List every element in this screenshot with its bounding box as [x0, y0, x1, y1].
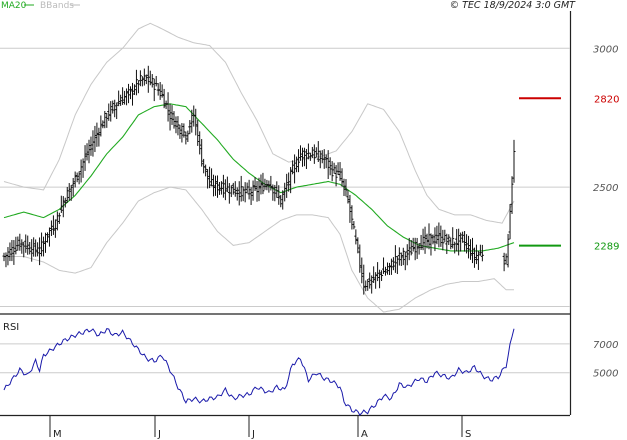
rsi-tick-label: 5000 [593, 369, 618, 380]
level-label: 2820 [594, 94, 619, 105]
price-tick-label: 3000 [593, 44, 618, 55]
month-label: A [361, 429, 368, 440]
rsi-label: RSI [3, 322, 19, 333]
price-axis: 3000 2500 7000 5000 [593, 44, 618, 379]
rsi-grid [0, 343, 570, 374]
copyright-text: © TEC 18/9/2024 3:0 GMT [450, 0, 577, 11]
price-levels: 2820 2289 [519, 94, 619, 253]
bollinger-bands [3, 22, 515, 313]
ohlc-bars [2, 65, 516, 295]
legend: MA20 BBands [1, 1, 80, 11]
month-label: J [157, 429, 161, 440]
legend-ma20-label: MA20 [1, 1, 27, 11]
rsi-tick-label: 7000 [593, 340, 618, 351]
month-label: J [251, 429, 255, 440]
level-label: 2289 [594, 242, 619, 253]
legend-bbands-label: BBands [40, 1, 74, 11]
price-panel [0, 11, 570, 314]
bband-upper [3, 22, 515, 224]
month-label: M [53, 429, 62, 440]
price-tick-label: 2500 [593, 183, 618, 194]
bband-lower [4, 186, 514, 313]
rsi-line [3, 328, 515, 416]
rsi-series [3, 328, 515, 416]
month-label: S [465, 429, 471, 440]
